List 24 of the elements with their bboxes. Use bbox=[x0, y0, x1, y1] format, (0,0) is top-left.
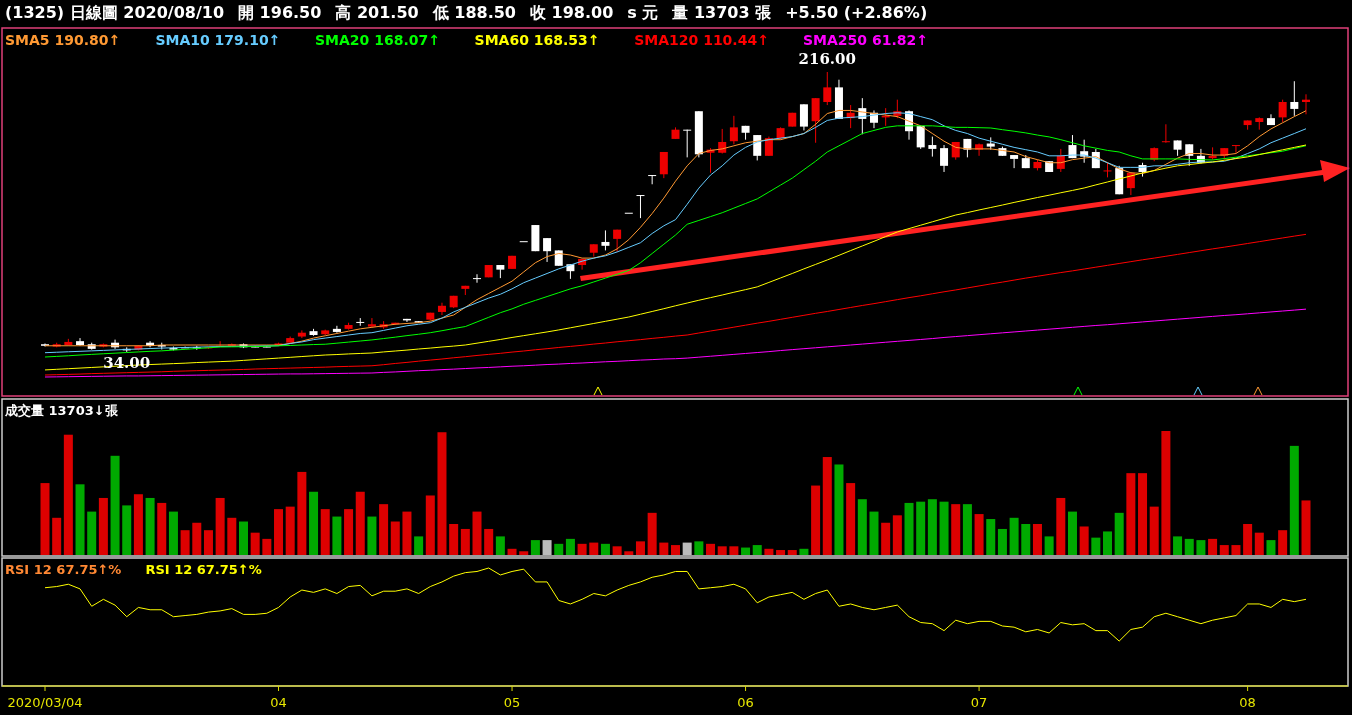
text: 收 198.00 bbox=[529, 3, 614, 22]
text: 開 196.50 bbox=[238, 3, 322, 22]
text: +5.50 (+2.86%) bbox=[785, 3, 928, 22]
text: SMA10 179.10↑ bbox=[155, 32, 281, 48]
text: SMA60 168.53↑ bbox=[474, 32, 600, 48]
annotation: RSI 12 67.75↑% bbox=[5, 562, 122, 577]
x-tick-label: 08 bbox=[1239, 695, 1256, 710]
text: SMA20 168.07↑ bbox=[315, 32, 440, 48]
text: 216.00 bbox=[798, 50, 856, 68]
x-tick-label: 04 bbox=[270, 695, 287, 710]
x-tick-label: 05 bbox=[503, 695, 521, 710]
text: RSI 12 67.75↑% bbox=[145, 562, 262, 577]
x-tick-label: 07 bbox=[970, 695, 988, 710]
text: SMA120 110.44↑ bbox=[634, 32, 769, 48]
text: SMA250 61.82↑ bbox=[803, 32, 928, 48]
text: 低 188.50 bbox=[431, 3, 516, 22]
x-tick-label: 06 bbox=[737, 695, 754, 710]
text: s 元 bbox=[627, 3, 659, 22]
chart-title: (1325) 日線圖 2020/08/10 bbox=[5, 3, 225, 22]
text: 高 201.50 bbox=[335, 3, 419, 22]
text: SMA5 190.80↑ bbox=[5, 32, 121, 48]
text: 量 13703 張 bbox=[671, 3, 773, 22]
chart-title: 成交量 13703↓張 bbox=[4, 403, 119, 418]
x-tick-label: 2020/03/04 bbox=[7, 695, 83, 710]
